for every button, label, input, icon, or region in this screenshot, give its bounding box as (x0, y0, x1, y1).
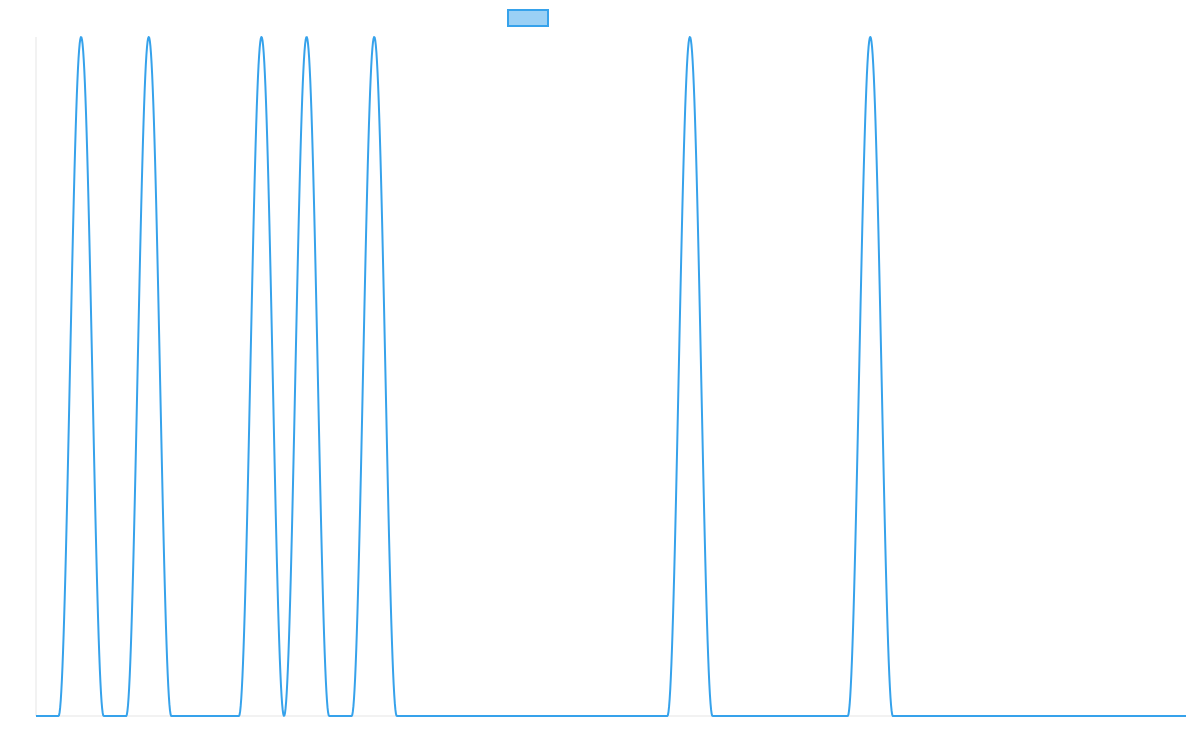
series-layer (35, 36, 1187, 717)
legend[interactable] (507, 9, 549, 27)
series-line-0 (35, 36, 1187, 717)
axes (35, 37, 1186, 717)
legend-swatch[interactable] (507, 9, 549, 27)
